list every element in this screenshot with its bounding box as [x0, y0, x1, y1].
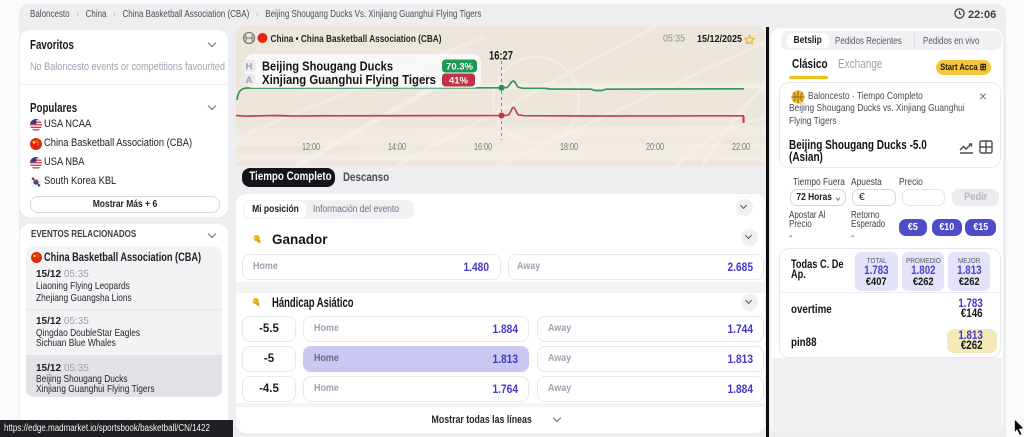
svg-text:Beijing Shougang Ducks: Beijing Shougang Ducks: [262, 59, 393, 74]
svg-text:41%: 41%: [449, 76, 469, 87]
svg-text:20:00: 20:00: [646, 142, 664, 153]
svg-text:18:00: 18:00: [560, 142, 578, 153]
svg-text:12:00: 12:00: [302, 142, 320, 153]
svg-text:16:00: 16:00: [474, 142, 492, 153]
svg-text:15/12/2025: 15/12/2025: [697, 33, 742, 45]
svg-text:A: A: [246, 75, 253, 86]
svg-text:China • China Basketball Assoc: China • China Basketball Association (CB…: [271, 33, 442, 45]
svg-text:Xinjiang Guanghui Flying Tiger: Xinjiang Guanghui Flying Tigers: [262, 72, 436, 87]
svg-text:16:27: 16:27: [489, 51, 513, 63]
svg-text:H: H: [246, 62, 253, 73]
svg-text:70.3%: 70.3%: [446, 62, 473, 73]
svg-text:14:00: 14:00: [388, 142, 406, 153]
svg-text:05:35: 05:35: [663, 34, 685, 45]
svg-text:22:00: 22:00: [732, 142, 750, 153]
